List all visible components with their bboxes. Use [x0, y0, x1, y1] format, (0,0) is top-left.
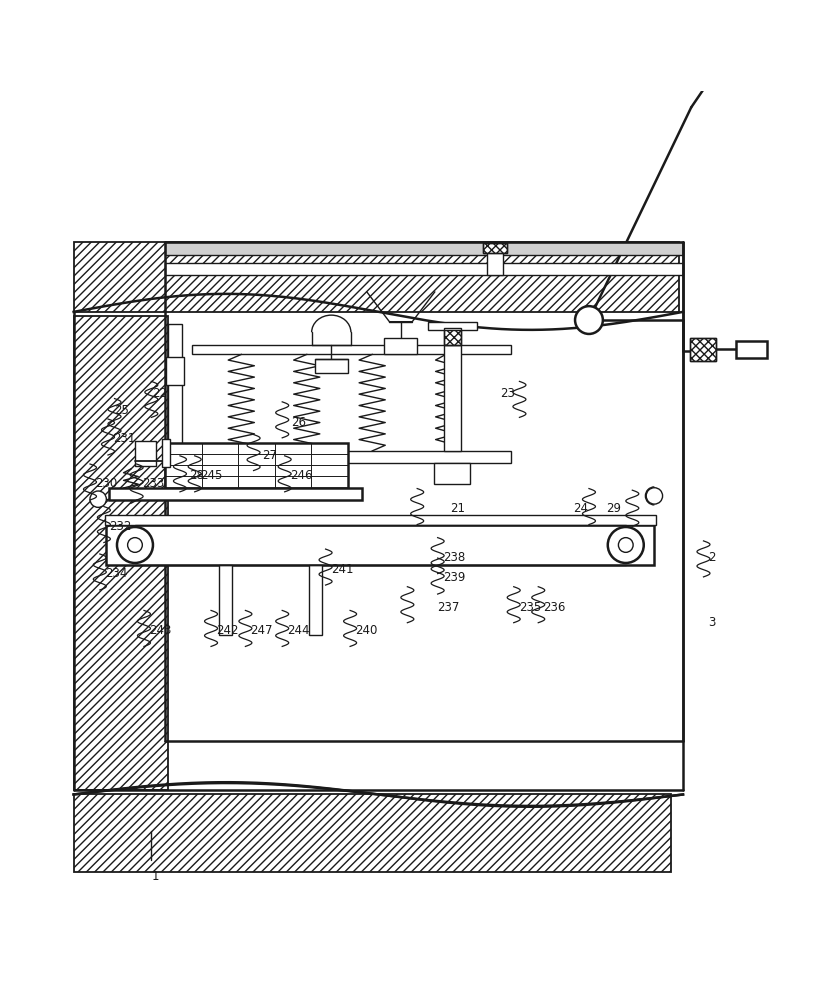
Bar — [219, 565, 232, 635]
Text: 27: 27 — [263, 449, 277, 462]
Text: 21: 21 — [451, 502, 465, 515]
Text: 26: 26 — [291, 416, 306, 429]
Text: 239: 239 — [443, 571, 465, 584]
Bar — [434, 463, 470, 484]
Bar — [192, 451, 511, 463]
Bar — [192, 345, 511, 354]
Bar — [309, 565, 322, 635]
Text: 24: 24 — [573, 502, 588, 515]
Circle shape — [90, 491, 106, 507]
Text: 231: 231 — [113, 432, 136, 445]
Bar — [690, 338, 716, 361]
Circle shape — [117, 527, 153, 563]
Bar — [168, 324, 182, 475]
Text: 241: 241 — [330, 563, 353, 576]
Bar — [384, 338, 417, 354]
Text: 29: 29 — [606, 502, 621, 515]
Text: 22: 22 — [152, 387, 167, 400]
Text: 230: 230 — [95, 477, 118, 490]
Circle shape — [608, 527, 644, 563]
Text: 1: 1 — [151, 870, 160, 883]
Bar — [690, 338, 716, 361]
Bar — [444, 345, 461, 451]
Bar — [483, 243, 507, 253]
Text: 234: 234 — [105, 567, 128, 580]
Text: 232: 232 — [109, 520, 132, 533]
Text: 243: 243 — [149, 624, 172, 637]
Bar — [74, 242, 679, 312]
Bar — [74, 316, 168, 790]
Circle shape — [128, 538, 142, 552]
Text: 3: 3 — [708, 616, 716, 629]
Bar — [165, 242, 683, 255]
Bar — [165, 443, 348, 488]
Circle shape — [646, 488, 663, 504]
Text: 238: 238 — [443, 551, 465, 564]
Bar — [74, 794, 671, 872]
Text: 236: 236 — [543, 601, 566, 614]
Circle shape — [575, 306, 603, 334]
Bar — [162, 439, 170, 467]
Text: 233: 233 — [142, 477, 164, 490]
Bar — [105, 515, 656, 525]
Text: 247: 247 — [250, 624, 273, 637]
Text: 2: 2 — [708, 551, 716, 564]
Bar — [166, 357, 184, 385]
Text: 246: 246 — [290, 469, 312, 482]
Bar — [444, 328, 461, 345]
Text: 235: 235 — [519, 601, 542, 614]
Bar — [487, 242, 503, 275]
Bar — [736, 341, 767, 358]
Bar — [109, 488, 362, 500]
Bar — [135, 441, 156, 466]
Bar — [428, 322, 477, 330]
Text: 28: 28 — [189, 469, 204, 482]
Text: 242: 242 — [216, 624, 239, 637]
Text: 240: 240 — [355, 624, 378, 637]
Text: 25: 25 — [114, 404, 128, 417]
Bar — [165, 263, 683, 275]
Circle shape — [618, 538, 633, 552]
Text: 245: 245 — [200, 469, 222, 482]
Text: 244: 244 — [287, 624, 310, 637]
Bar — [315, 359, 348, 373]
Bar — [483, 243, 507, 253]
Bar — [444, 328, 461, 345]
Text: 23: 23 — [500, 387, 515, 400]
Bar — [106, 525, 654, 565]
Text: 237: 237 — [437, 601, 460, 614]
